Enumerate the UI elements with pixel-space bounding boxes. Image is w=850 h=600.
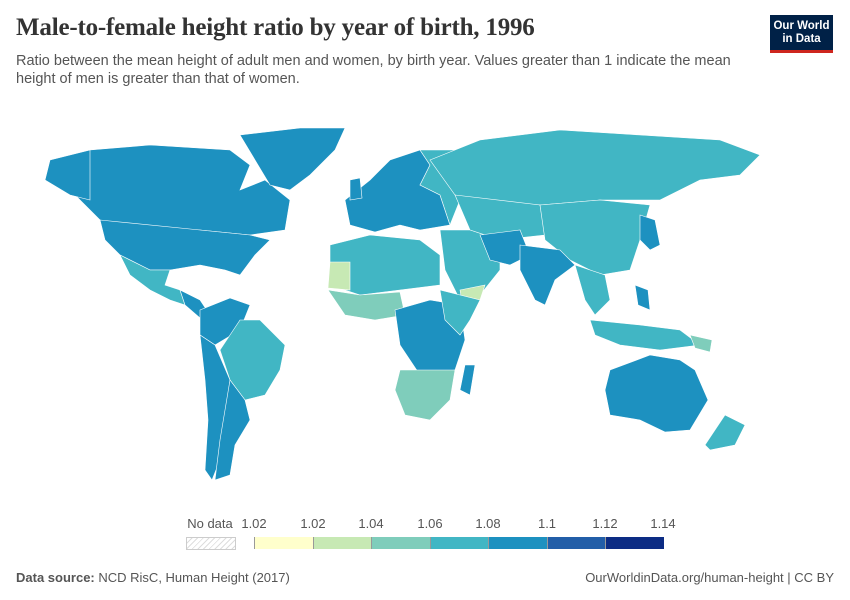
source-label: Data source: [16, 570, 95, 585]
chart-title: Male-to-female height ratio by year of b… [16, 14, 535, 41]
region-greenland[interactable] [239, 127, 346, 191]
region-brazil[interactable] [219, 319, 286, 401]
legend-no-data-swatch [186, 537, 236, 550]
region-west-africa[interactable] [327, 289, 406, 321]
legend-tick: 1.1 [537, 516, 557, 531]
region-southern-africa[interactable] [394, 369, 456, 421]
owid-logo[interactable]: Our World in Data [770, 15, 833, 53]
region-new-zealand[interactable] [704, 414, 746, 451]
source-url-link[interactable]: OurWorldinData.org/human-height | CC BY [585, 570, 834, 585]
legend-swatch[interactable] [254, 537, 313, 549]
legend-tick: 1.06 [417, 516, 443, 531]
region-australia[interactable] [604, 354, 709, 433]
region-png[interactable] [689, 334, 713, 353]
legend-tick: 1.02 [300, 516, 326, 531]
legend-swatch[interactable] [605, 537, 664, 549]
region-china[interactable] [539, 199, 651, 276]
legend-tick: 1.04 [358, 516, 384, 531]
region-indonesia[interactable] [589, 319, 701, 351]
chart-subtitle: Ratio between the mean height of adult m… [16, 53, 731, 87]
legend-tick: 1.08 [475, 516, 501, 531]
region-alaska[interactable] [44, 149, 91, 201]
region-philippines[interactable] [634, 284, 651, 311]
legend-swatch[interactable] [312, 537, 371, 549]
region-madagascar[interactable] [459, 364, 476, 396]
legend-no-data-label: No data [187, 516, 233, 531]
region-india[interactable] [519, 244, 576, 306]
region-mauritania[interactable] [327, 261, 351, 291]
world-map [44, 127, 761, 481]
region-russia[interactable] [429, 129, 761, 206]
region-southeast-asia[interactable] [574, 264, 611, 316]
region-argentina[interactable] [214, 379, 251, 481]
legend-swatch[interactable] [371, 537, 430, 549]
legend-swatch[interactable] [429, 537, 488, 549]
region-east-africa[interactable] [439, 289, 481, 336]
legend-tick: 1.14 [650, 516, 676, 531]
legend-tick: 1.02 [241, 516, 267, 531]
region-uk[interactable] [349, 177, 363, 201]
legend-tick: 1.12 [592, 516, 618, 531]
data-source: Data source: NCD RisC, Human Height (201… [16, 570, 290, 585]
legend-swatch[interactable] [488, 537, 547, 549]
legend-swatch[interactable] [546, 537, 605, 549]
region-canada[interactable] [49, 144, 291, 236]
region-korea-japan[interactable] [639, 214, 661, 251]
source-text: NCD RisC, Human Height (2017) [98, 570, 290, 585]
